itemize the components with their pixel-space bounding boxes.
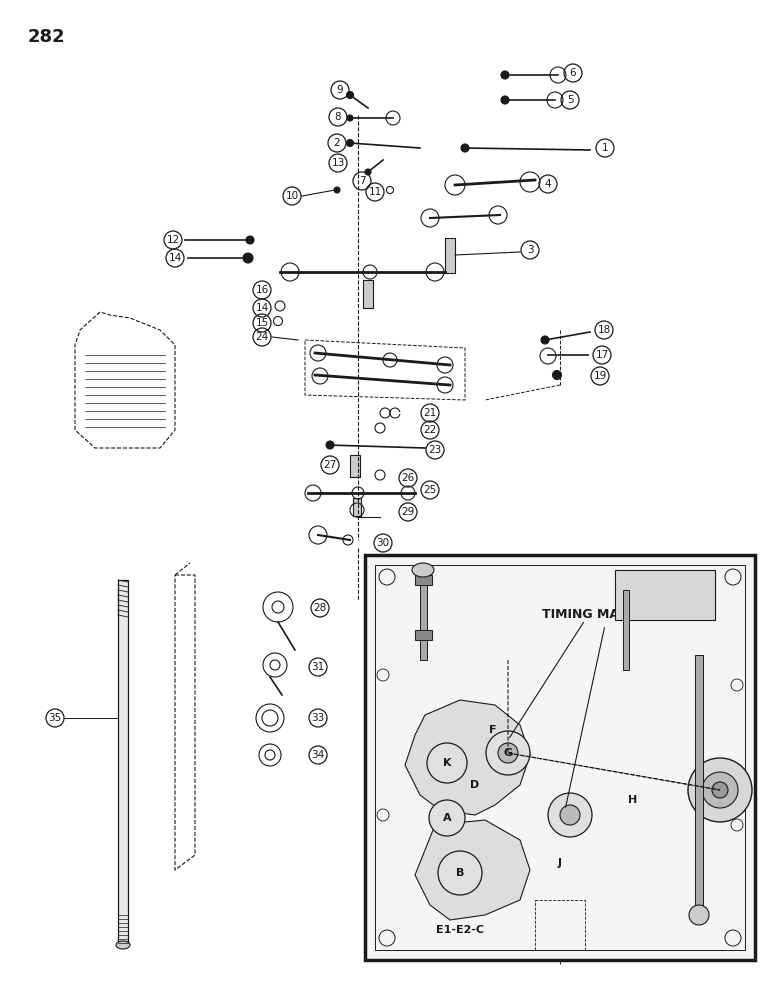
Bar	[535, 900, 585, 950]
Bar	[350, 455, 360, 477]
Text: 24: 24	[255, 332, 268, 342]
Circle shape	[688, 758, 752, 822]
Text: 9: 9	[337, 85, 343, 95]
Circle shape	[501, 71, 509, 79]
Text: 11: 11	[368, 187, 381, 197]
Text: 34: 34	[311, 750, 324, 760]
Text: D: D	[470, 780, 480, 790]
Circle shape	[246, 236, 254, 244]
Ellipse shape	[116, 941, 130, 949]
Text: 2: 2	[334, 138, 340, 148]
Text: 27: 27	[324, 460, 337, 470]
Text: 31: 31	[311, 662, 324, 672]
Circle shape	[326, 441, 334, 449]
Text: H: H	[629, 795, 637, 805]
Circle shape	[486, 731, 530, 775]
Circle shape	[347, 115, 353, 121]
Text: 33: 33	[311, 713, 324, 723]
Bar	[695, 655, 703, 915]
Bar	[375, 565, 745, 950]
Text: 3: 3	[526, 245, 534, 255]
Text: 26: 26	[402, 473, 415, 483]
Text: 282: 282	[28, 28, 66, 46]
Text: 14: 14	[168, 253, 182, 263]
Circle shape	[365, 169, 371, 175]
Circle shape	[712, 782, 728, 798]
Circle shape	[552, 370, 562, 379]
Bar	[353, 498, 361, 516]
Text: 1: 1	[601, 143, 608, 153]
Bar	[623, 590, 629, 670]
Text: TIMING MARKS: TIMING MARKS	[542, 608, 647, 621]
Circle shape	[541, 336, 549, 344]
Circle shape	[702, 772, 738, 808]
Bar	[363, 280, 373, 308]
Circle shape	[689, 905, 709, 925]
Text: G: G	[503, 748, 512, 758]
Circle shape	[334, 187, 340, 193]
Ellipse shape	[412, 563, 434, 577]
Text: 16: 16	[255, 285, 268, 295]
Circle shape	[427, 743, 467, 783]
Text: 13: 13	[332, 158, 345, 168]
Text: 17: 17	[595, 350, 608, 360]
Text: J: J	[558, 858, 562, 868]
Circle shape	[438, 851, 482, 895]
Text: 10: 10	[285, 191, 299, 201]
Bar	[615, 570, 715, 620]
Bar	[415, 630, 432, 640]
Text: B: B	[456, 868, 464, 878]
Circle shape	[346, 139, 353, 146]
Text: 15: 15	[255, 318, 268, 328]
Bar	[420, 570, 427, 660]
Text: 18: 18	[597, 325, 611, 335]
Text: 35: 35	[48, 713, 62, 723]
Text: 23: 23	[428, 445, 441, 455]
Text: 14: 14	[255, 303, 268, 313]
Circle shape	[498, 743, 518, 763]
Bar	[365, 555, 755, 960]
Text: 28: 28	[314, 603, 327, 613]
Bar	[415, 575, 432, 585]
Circle shape	[429, 800, 465, 836]
Text: 5: 5	[567, 95, 573, 105]
Text: 12: 12	[166, 235, 179, 245]
Bar	[445, 238, 455, 273]
Polygon shape	[405, 700, 530, 815]
Text: 6: 6	[569, 68, 576, 78]
Text: 7: 7	[359, 176, 365, 186]
Circle shape	[501, 96, 509, 104]
Text: 19: 19	[594, 371, 607, 381]
Text: F: F	[489, 725, 497, 735]
Text: E1-E2-C: E1-E2-C	[436, 925, 484, 935]
Text: 8: 8	[335, 112, 342, 122]
Circle shape	[243, 253, 253, 263]
Bar	[118, 580, 128, 945]
Text: 29: 29	[402, 507, 415, 517]
Circle shape	[346, 92, 353, 99]
Text: 4: 4	[544, 179, 551, 189]
Text: K: K	[443, 758, 452, 768]
Polygon shape	[415, 820, 530, 920]
Circle shape	[461, 144, 469, 152]
Circle shape	[548, 793, 592, 837]
Text: 30: 30	[377, 538, 389, 548]
Text: 25: 25	[424, 485, 437, 495]
Text: 22: 22	[424, 425, 437, 435]
Circle shape	[560, 805, 580, 825]
Text: 21: 21	[424, 408, 437, 418]
Text: A: A	[443, 813, 452, 823]
